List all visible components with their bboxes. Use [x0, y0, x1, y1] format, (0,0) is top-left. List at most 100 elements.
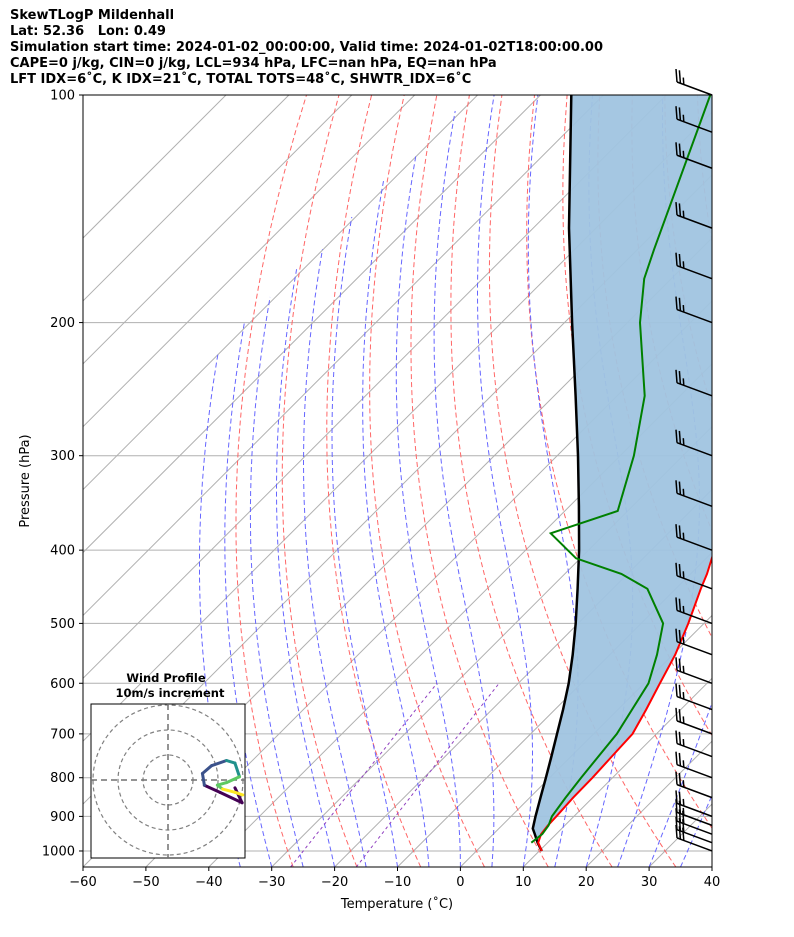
hodograph-trace-segment	[200, 772, 206, 787]
wind-barb-flag	[675, 252, 678, 266]
moist-adiabat--35	[199, 353, 241, 867]
y-tick-label: 1000	[42, 844, 75, 859]
wind-barb-flag	[678, 709, 682, 723]
wind-barb	[675, 369, 713, 397]
wind-barb-flag	[675, 480, 678, 494]
wind-barb-half-flag	[682, 438, 685, 446]
wind-barb-half-flag	[682, 605, 685, 614]
moist-adiabat-10	[477, 95, 533, 867]
wind-barb-half-flag	[682, 637, 685, 645]
moist-adiabat-0	[395, 154, 461, 867]
wind-barb-half-flag	[682, 760, 685, 768]
wind-barb-flag	[675, 524, 678, 538]
x-tick-label: −30	[258, 875, 285, 890]
x-tick-label: −50	[132, 875, 159, 890]
isotherm--10	[397, 551, 712, 867]
wind-barb-shaft	[676, 820, 713, 835]
wind-barb	[675, 106, 713, 133]
isotherm--120	[83, 95, 478, 491]
wind-barb-shaft	[676, 118, 713, 133]
y-tick-label: 500	[50, 617, 75, 632]
wind-barb-shaft	[676, 214, 713, 229]
isotherm--110	[83, 95, 541, 554]
wind-barb-half-flag	[682, 261, 685, 269]
wind-barb-flag	[678, 752, 682, 767]
y-tick-label: 700	[50, 727, 75, 742]
hodograph-subtitle: 10m/s increment	[116, 686, 225, 700]
wind-barb	[675, 480, 713, 508]
isotherm--160	[83, 95, 227, 239]
wind-barb	[675, 524, 713, 551]
isotherm--90	[83, 95, 667, 680]
isotherm--150	[83, 95, 290, 302]
moist-adiabat--15	[303, 249, 367, 867]
chart-header: SkewTLogP Mildenhall Lat: 52.36 Lon: 0.4…	[10, 8, 603, 88]
wind-barb-flag	[678, 107, 682, 121]
wind-barb	[675, 202, 713, 229]
y-tick-label: 200	[50, 316, 75, 331]
wind-barb-flag	[678, 684, 682, 698]
y-tick-label: 300	[50, 449, 75, 464]
wind-barb-flag	[678, 525, 682, 539]
wind-barb	[675, 628, 713, 656]
moist-adiabat-25	[617, 95, 701, 867]
wind-barb	[675, 751, 713, 779]
wind-barb	[675, 562, 713, 590]
wind-barb-flag	[678, 791, 682, 805]
wind-barb-flag	[678, 629, 682, 644]
isotherm--130	[83, 95, 416, 428]
wind-barb-shaft	[676, 669, 713, 684]
hodograph-trace-segment	[233, 786, 244, 805]
wind-barb-shaft	[676, 441, 713, 457]
moist-adiabat-40	[711, 865, 712, 867]
x-tick-label: 30	[641, 875, 658, 890]
wind-barb-half-flag	[682, 210, 685, 218]
location-line: Lat: 52.36 Lon: 0.49	[10, 24, 166, 39]
x-tick-label: 40	[704, 875, 721, 890]
hodograph-plot	[91, 704, 245, 858]
hodograph-inset: Wind Profile 10m/s increment	[90, 671, 246, 859]
dry-adiabat-20	[450, 95, 613, 867]
wind-barb-flag	[675, 106, 678, 120]
wind-barb-flag	[675, 562, 678, 576]
wind-barb	[675, 429, 713, 457]
wind-barb-flag	[675, 730, 678, 744]
isotherm--100	[83, 95, 604, 617]
x-axis-label: Temperature (˚C)	[340, 896, 453, 912]
isotherm-10	[522, 677, 712, 867]
wind-barb-shaft	[676, 81, 713, 96]
wind-barb-flag	[675, 296, 678, 310]
hodograph-title: Wind Profile	[126, 671, 206, 685]
x-tick-label: 20	[578, 875, 595, 890]
moist-adiabat-30	[648, 701, 712, 867]
isotherm--140	[83, 95, 353, 365]
y-axis-label: Pressure (hPa)	[18, 434, 33, 527]
x-tick-label: −20	[321, 875, 348, 890]
wind-barb-shaft	[676, 154, 713, 169]
x-tick-label: 0	[456, 875, 464, 890]
wind-barb-shaft	[676, 640, 713, 656]
wind-barb-flag	[678, 598, 682, 612]
wind-barb-flag	[675, 707, 678, 721]
dry-adiabat-30	[488, 95, 677, 867]
x-tick-label: −10	[384, 875, 411, 890]
index-params-line: LFT IDX=6˚C, K IDX=21˚C, TOTAL TOTS=48˚C…	[10, 72, 472, 87]
wind-barb-shaft	[676, 575, 713, 590]
wind-barb-flag	[675, 657, 678, 671]
y-tick-label: 900	[50, 810, 75, 825]
moist-adiabat-15	[527, 95, 579, 867]
wind-barb-flag	[675, 68, 678, 83]
wind-barb-flag	[675, 790, 678, 804]
wind-barb-flag	[675, 597, 678, 611]
wind-barb-flag	[675, 369, 678, 383]
wind-barb-flag	[675, 771, 678, 785]
wind-barb-flag	[678, 70, 682, 84]
wind-barb-half-flag	[682, 378, 685, 386]
wind-barb-half-flag	[682, 807, 685, 815]
wind-barb-flag	[678, 203, 682, 217]
wind-barb	[675, 707, 713, 735]
wind-barb-flag	[678, 731, 682, 745]
wind-barb-shaft	[676, 802, 713, 818]
dry-adiabat--30	[235, 95, 307, 867]
dry-adiabat-0	[369, 95, 485, 867]
